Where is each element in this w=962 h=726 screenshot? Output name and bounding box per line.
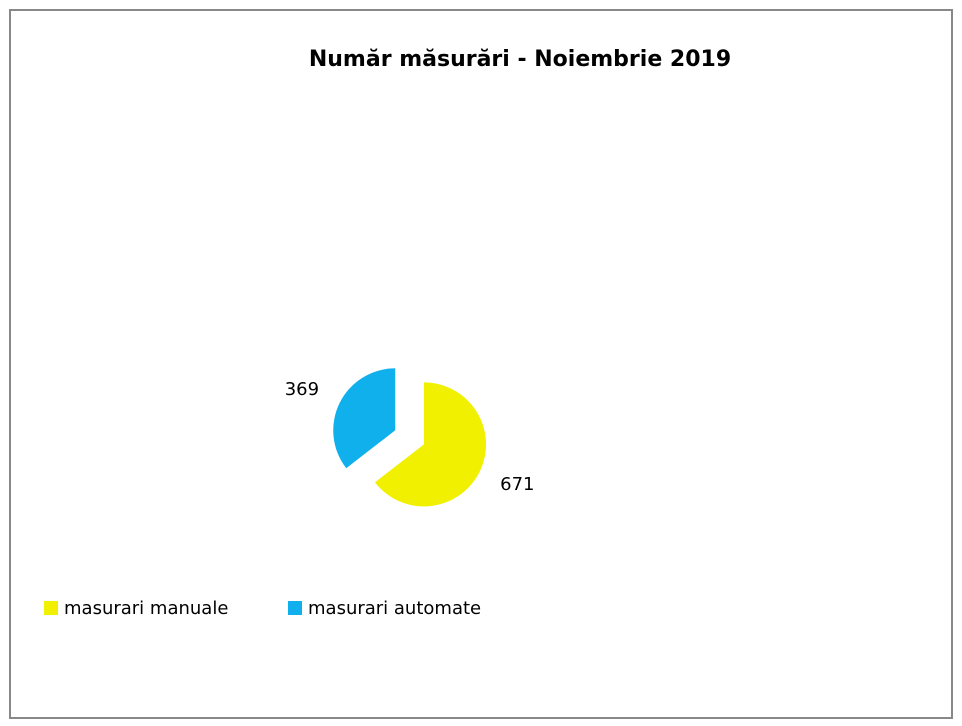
pie-slice	[333, 368, 396, 469]
chart-frame	[9, 9, 953, 719]
legend-swatch	[44, 601, 58, 615]
data-label: 671	[500, 474, 534, 495]
pie-slice	[374, 382, 486, 507]
legend-swatch	[288, 601, 302, 615]
data-label: 369	[285, 379, 319, 400]
legend-label: masurari manuale	[64, 598, 228, 619]
legend-label: masurari automate	[308, 598, 481, 619]
chart-title: Număr măsurări - Noiembrie 2019	[309, 47, 731, 72]
